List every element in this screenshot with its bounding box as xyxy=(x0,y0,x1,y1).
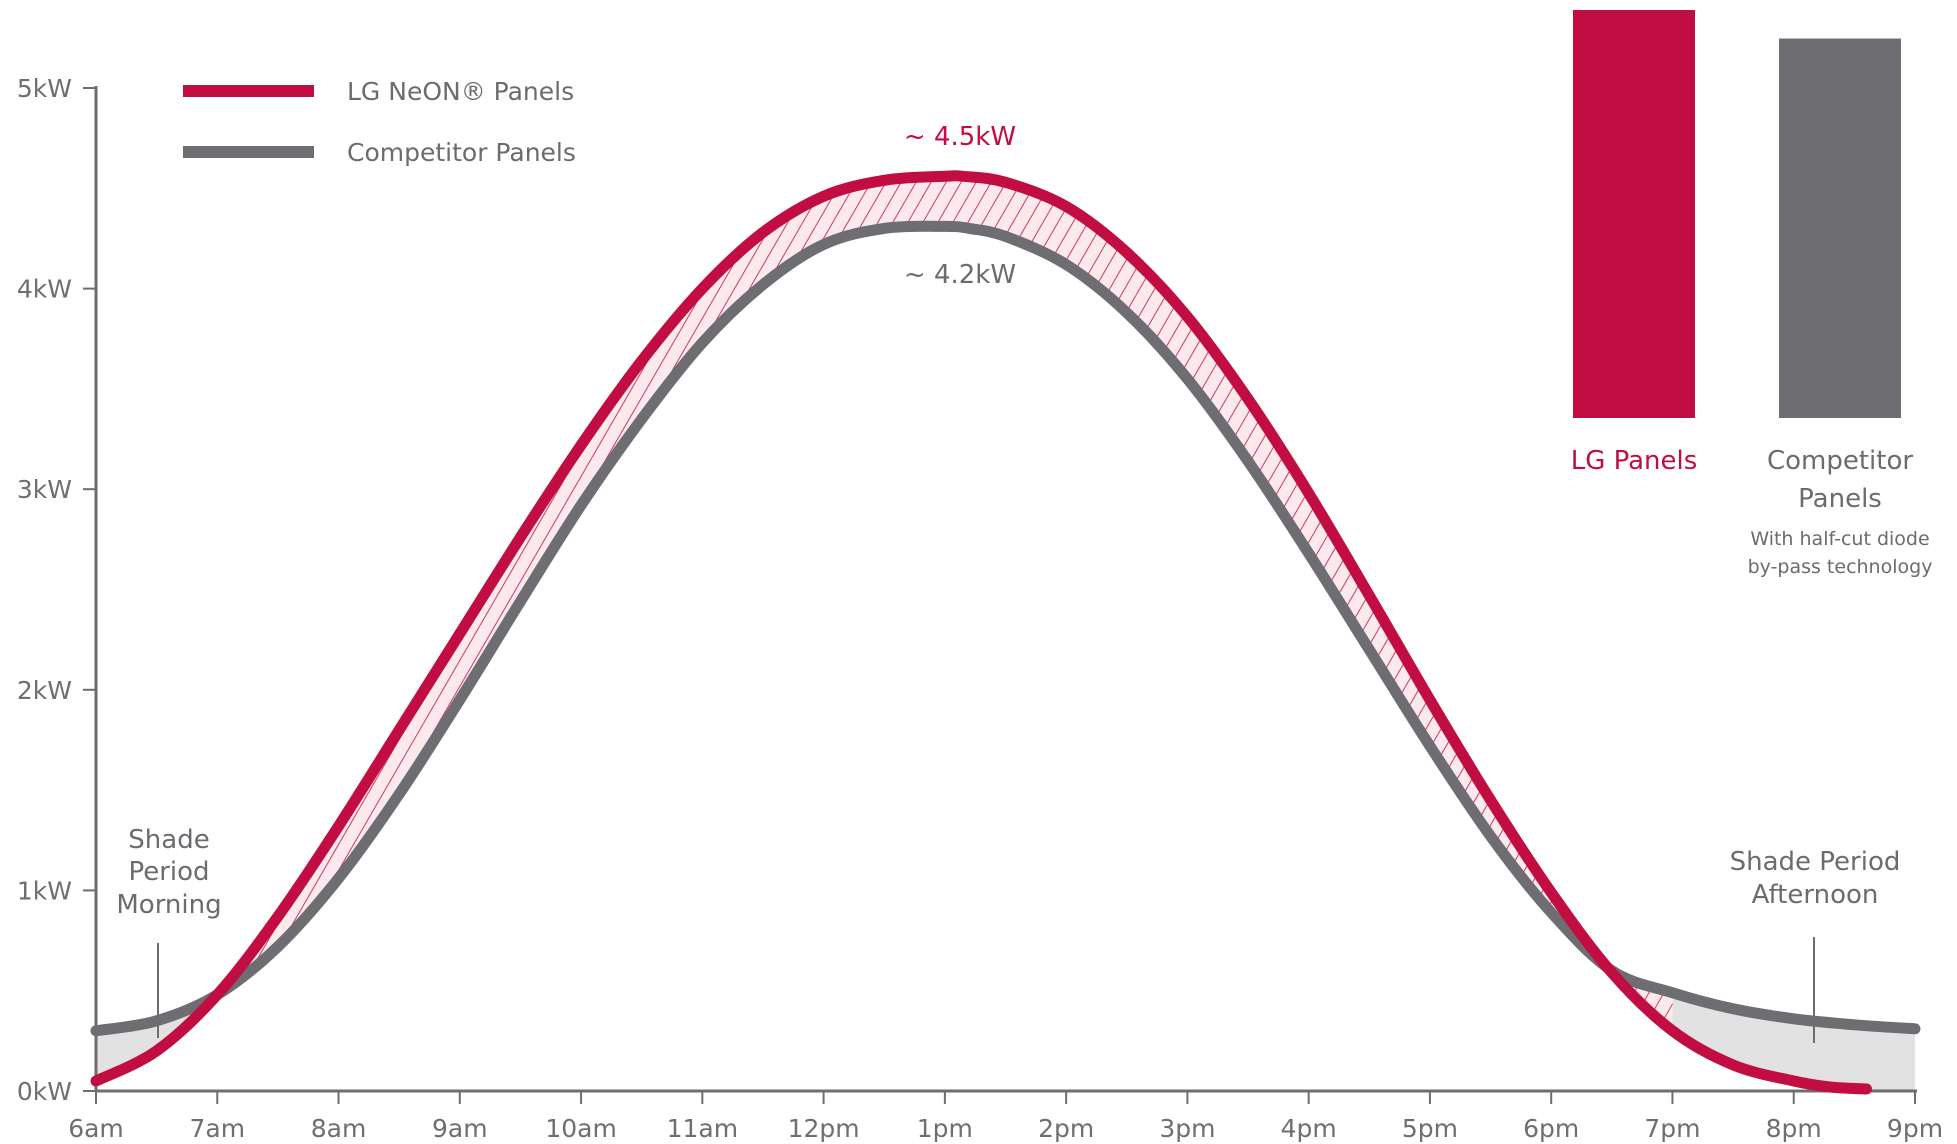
x-tick-label: 4pm xyxy=(1281,1114,1337,1143)
x-tick-label: 10am xyxy=(545,1114,616,1143)
bar-label-lg: LG Panels xyxy=(1571,446,1698,476)
x-tick-label: 8pm xyxy=(1766,1114,1822,1143)
series-line-lg xyxy=(90,170,1872,1095)
x-tick-label: 9pm xyxy=(1887,1114,1943,1143)
x-ticks: 6am 7am 8am 9am 10am 11am 12pm 1pm 2pm 3pm 4pm 5pm 6… xyxy=(68,1091,1943,1143)
x-tick-label: 5pm xyxy=(1402,1114,1458,1143)
x-tick-label: 11am xyxy=(667,1114,738,1143)
y-tick-label: 5kW xyxy=(17,74,72,103)
y-tick-label: 1kW xyxy=(17,876,72,905)
shade-morning-line-2: Period xyxy=(128,857,209,887)
lg-gain-area xyxy=(217,175,1673,1031)
afternoon-under-lg-mask xyxy=(1672,1030,1867,1091)
annotation-shade-morning: Shade Period Morning xyxy=(116,825,222,1038)
shade-afternoon-line-1: Shade Period xyxy=(1730,847,1901,877)
x-tick-label: 3pm xyxy=(1159,1114,1215,1143)
bar-note-line-1: With half-cut diode xyxy=(1750,528,1929,550)
x-tick-label: 6pm xyxy=(1523,1114,1579,1143)
x-tick-label: 2pm xyxy=(1038,1114,1094,1143)
legend-label-lg: LG NeON® Panels xyxy=(347,77,574,106)
shade-morning-line-1: Shade xyxy=(128,825,209,855)
comparison-bars: LG Panels Competitor Panels With half-cu… xyxy=(1571,10,1933,578)
series-line-competitor xyxy=(90,220,1921,1037)
x-tick-label: 8am xyxy=(311,1114,367,1143)
y-tick-label: 0kW xyxy=(17,1077,72,1106)
annotation-peak-lg: ~ 4.5kW xyxy=(904,122,1016,152)
under-curve-mask xyxy=(217,226,1673,1091)
x-tick-label: 7pm xyxy=(1644,1114,1700,1143)
bar-lg xyxy=(1573,10,1695,418)
shade-afternoon-line-2: Afternoon xyxy=(1752,880,1879,910)
x-tick-label: 9am xyxy=(432,1114,488,1143)
shade-morning-line-3: Morning xyxy=(116,890,221,920)
bar-note-line-2: by-pass technology xyxy=(1748,556,1933,578)
y-ticks: 0kW 1kW 2kW 3kW 4kW 5kW xyxy=(17,74,96,1106)
annotation-shade-afternoon: Shade Period Afternoon xyxy=(1730,847,1901,1043)
annotation-peak-competitor: ~ 4.2kW xyxy=(904,260,1016,290)
bar-label-competitor-line-2: Panels xyxy=(1798,484,1882,514)
y-tick-label: 3kW xyxy=(17,475,72,504)
x-tick-label: 1pm xyxy=(917,1114,973,1143)
y-tick-label: 4kW xyxy=(17,275,72,304)
y-tick-label: 2kW xyxy=(17,676,72,705)
x-tick-label: 12pm xyxy=(788,1114,860,1143)
x-tick-label: 7am xyxy=(189,1114,245,1143)
bar-competitor xyxy=(1779,38,1901,419)
morning-under-lg-mask xyxy=(96,994,218,1091)
bar-label-competitor-line-1: Competitor xyxy=(1767,446,1913,476)
legend-label-competitor: Competitor Panels xyxy=(347,138,576,167)
x-tick-label: 6am xyxy=(68,1114,124,1143)
legend: LG NeON® Panels Competitor Panels xyxy=(183,77,576,167)
